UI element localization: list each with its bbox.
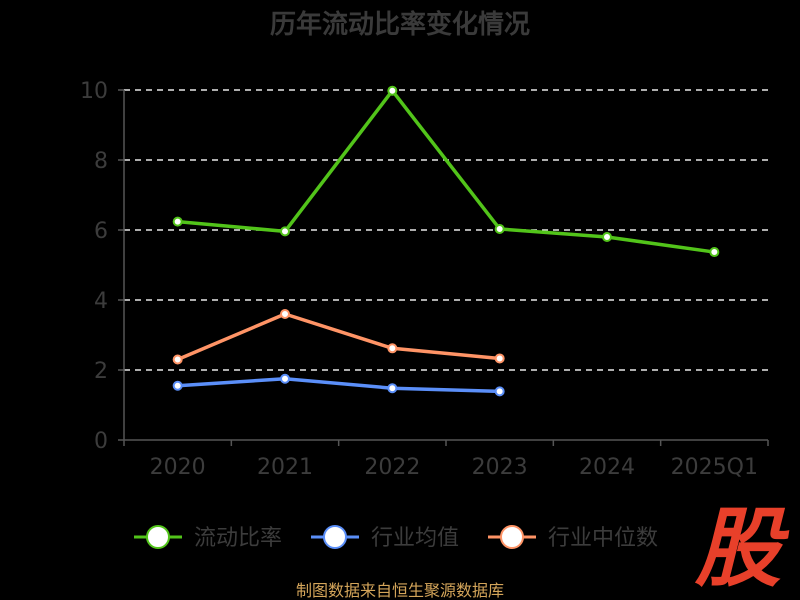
- series-1: [172, 373, 505, 397]
- data-point: [602, 232, 612, 242]
- data-point: [172, 354, 183, 365]
- data-point: [280, 373, 290, 384]
- x-tick-label: 2025Q1: [671, 455, 758, 480]
- series-line: [176, 312, 500, 362]
- data-point: [387, 343, 398, 354]
- x-tick-label: 2024: [579, 455, 635, 480]
- series-2: [172, 309, 505, 365]
- legend-item: 流动比率: [134, 525, 282, 551]
- y-tick-label: 10: [80, 79, 108, 104]
- series-0: [172, 85, 720, 258]
- x-tick-label: 2021: [257, 455, 313, 480]
- y-tick-label: 4: [94, 289, 108, 314]
- legend-label: 行业均值: [371, 526, 459, 551]
- y-tick-label: 8: [94, 149, 108, 174]
- legend-item: 行业均值: [311, 525, 459, 551]
- grid-lines: [124, 89, 768, 371]
- source-note: 制图数据来自恒生聚源数据库: [296, 581, 504, 600]
- series-line: [177, 377, 500, 394]
- series-line: [177, 88, 715, 254]
- legend-item: 行业中位数: [488, 525, 658, 551]
- watermark-logo: 股: [694, 499, 790, 599]
- x-tick-label: 2020: [150, 455, 206, 480]
- x-axis-ticks: 2020 2021 2022 2023 2024 2025Q1: [123, 440, 769, 480]
- data-point: [172, 380, 183, 391]
- legend-marker: [146, 525, 170, 549]
- y-tick-label: 2: [94, 359, 108, 384]
- data-point: [280, 226, 290, 237]
- data-point: [172, 216, 183, 227]
- legend-label: 流动比率: [194, 526, 282, 551]
- legend-marker: [323, 525, 347, 549]
- legend: 流动比率 行业均值 行业中位数: [134, 525, 658, 551]
- data-point: [494, 223, 505, 234]
- y-tick-label: 0: [94, 429, 108, 454]
- x-tick-label: 2023: [472, 455, 528, 480]
- data-point: [494, 386, 505, 397]
- data-point: [280, 309, 290, 319]
- chart-title: 历年流动比率变化情况: [270, 9, 530, 40]
- series-group: [172, 85, 720, 397]
- y-tick-label: 6: [94, 219, 108, 244]
- x-tick-label: 2022: [364, 455, 420, 480]
- data-point: [709, 247, 720, 258]
- data-point: [494, 353, 505, 364]
- legend-label: 行业中位数: [548, 526, 658, 551]
- legend-marker: [500, 525, 524, 549]
- axes: [123, 90, 768, 441]
- data-point: [387, 85, 398, 96]
- y-axis-ticks: 0 2 4 6 8 10: [80, 79, 124, 454]
- data-point: [387, 383, 398, 394]
